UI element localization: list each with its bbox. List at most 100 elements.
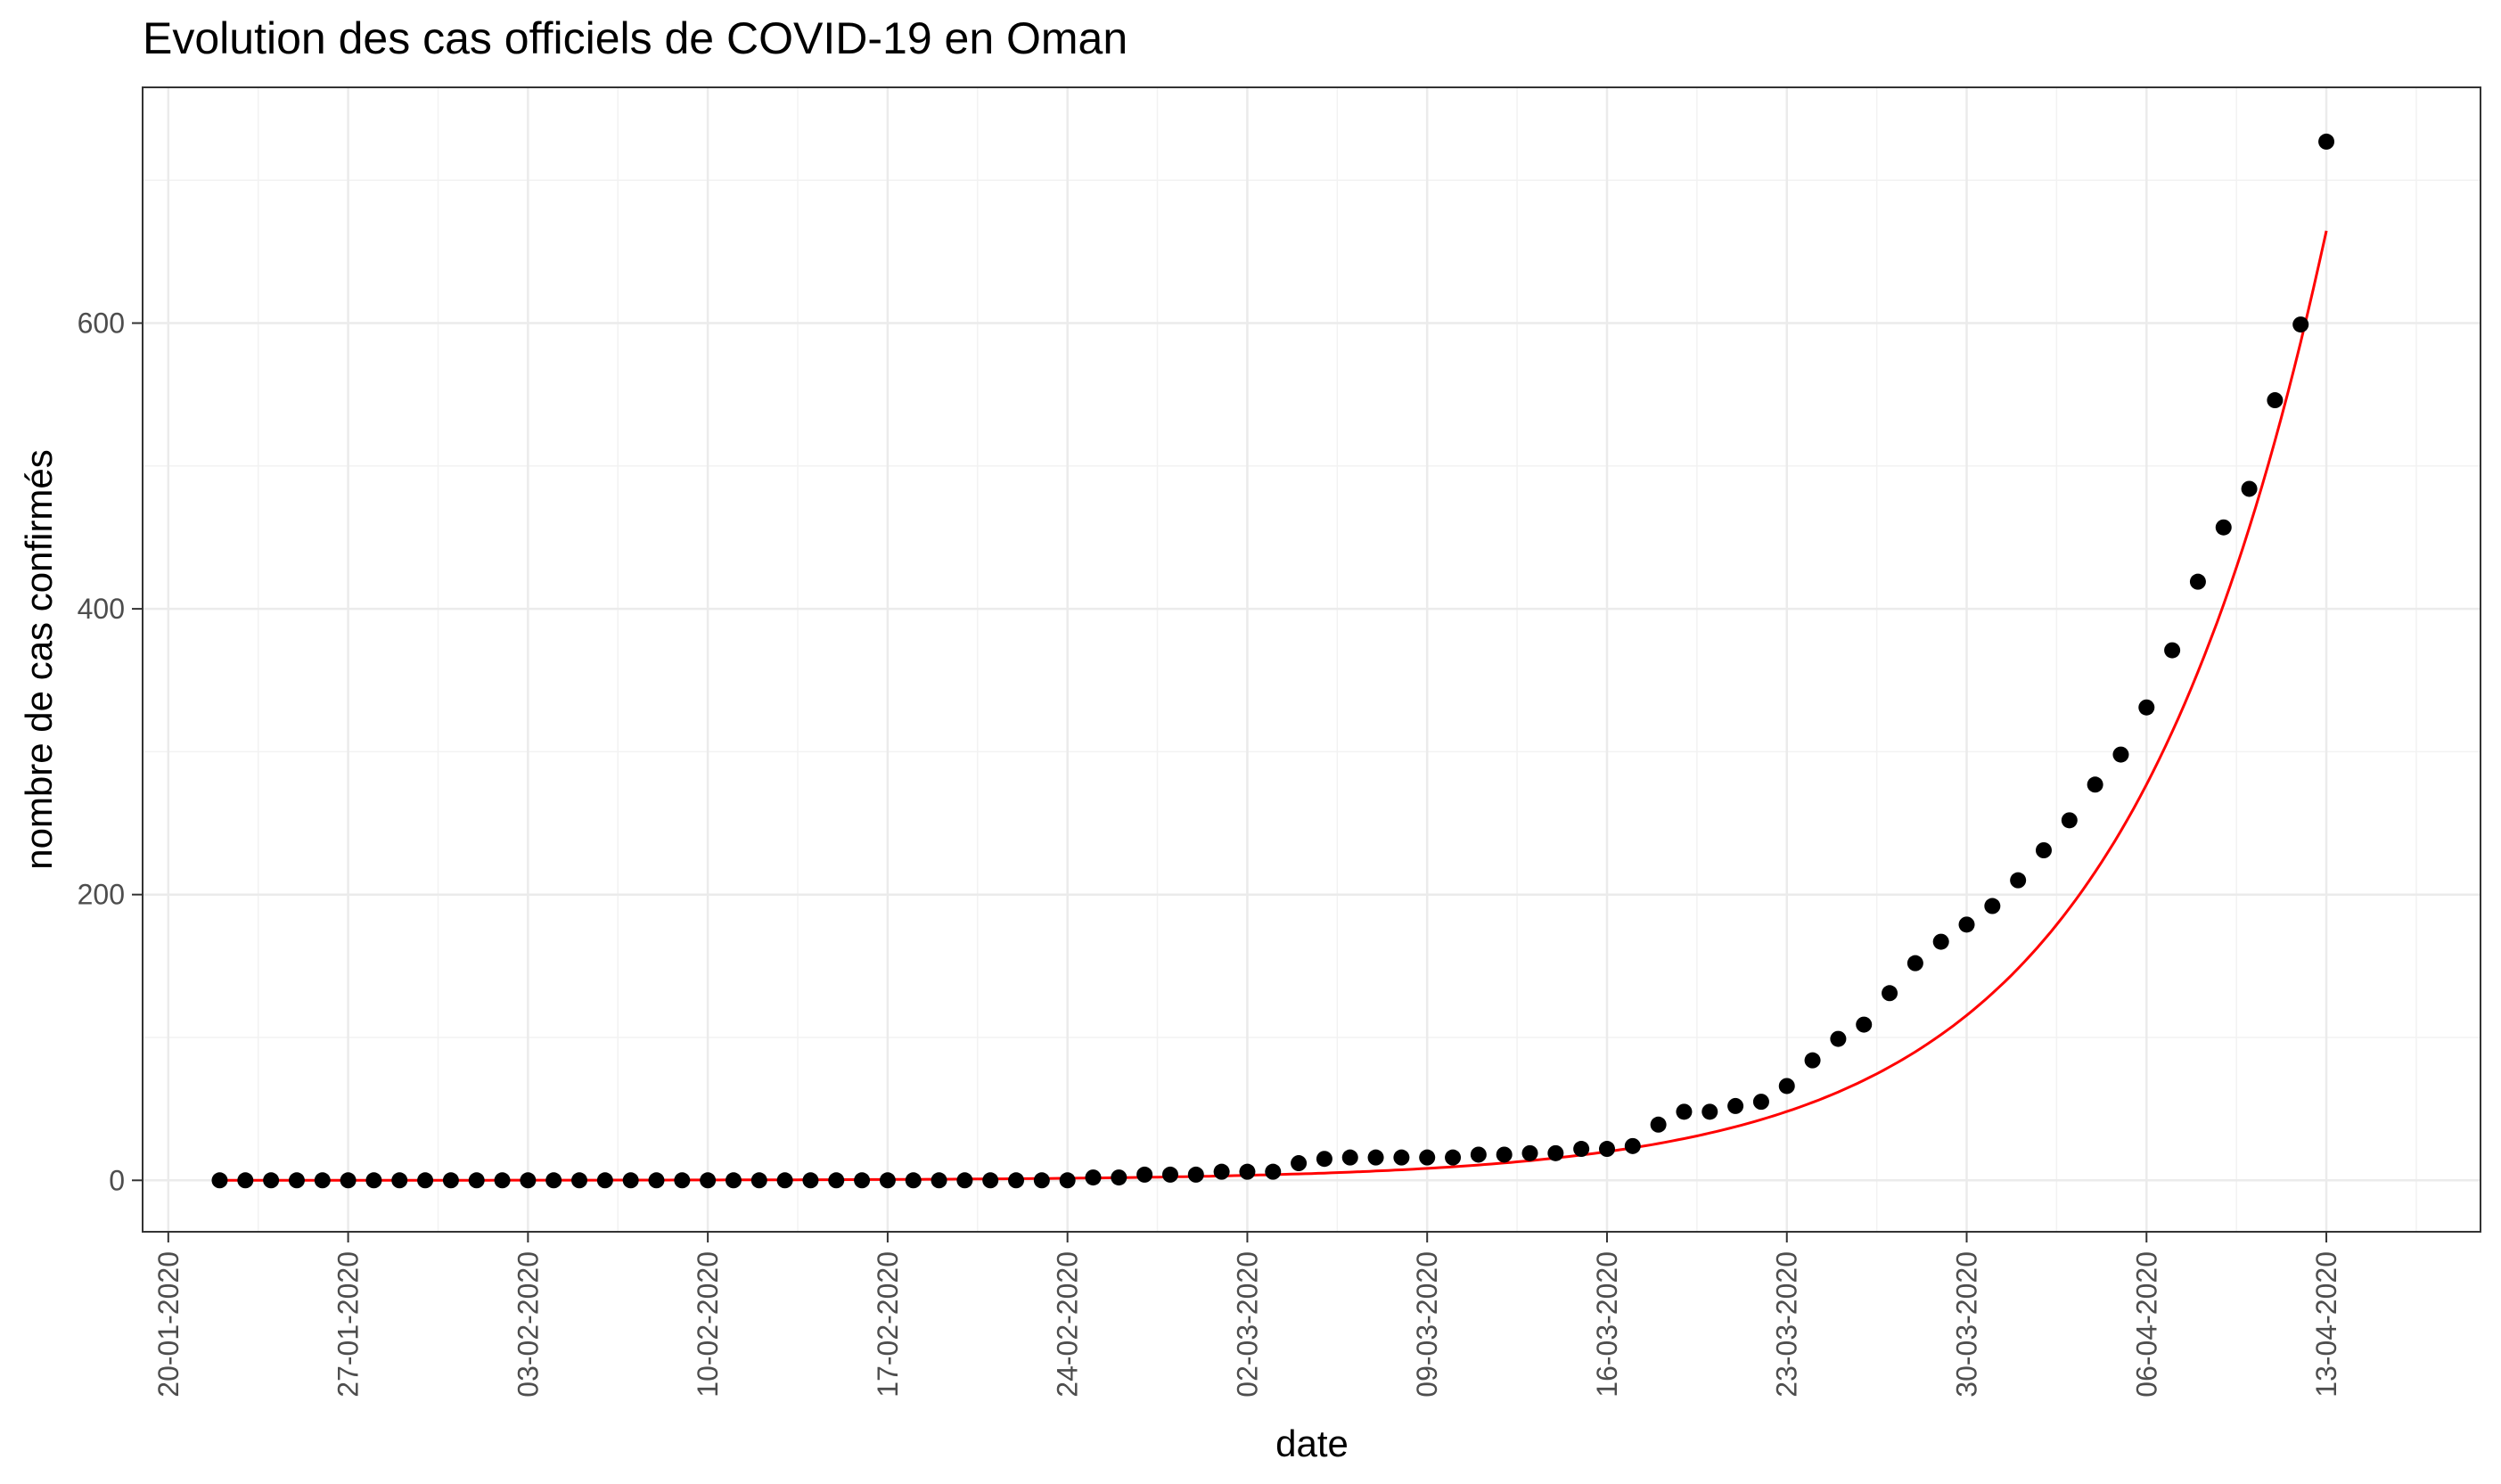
data-point — [1445, 1149, 1462, 1166]
x-tick-label: 23-03-2020 — [1771, 1251, 1803, 1398]
data-point — [1676, 1103, 1693, 1120]
data-point — [2112, 746, 2129, 763]
x-tick-label: 16-03-2020 — [1591, 1251, 1623, 1398]
grid-major — [143, 87, 2480, 1232]
data-point — [365, 1172, 382, 1189]
data-point — [1727, 1097, 1744, 1114]
data-point — [2035, 842, 2052, 858]
y-tick-label: 600 — [78, 307, 125, 339]
data-point — [1496, 1146, 1513, 1163]
data-point — [1367, 1149, 1384, 1166]
data-point — [571, 1172, 588, 1189]
x-tick-label: 24-02-2020 — [1052, 1251, 1084, 1398]
data-point — [750, 1172, 767, 1189]
data-point — [2292, 316, 2309, 333]
data-point — [802, 1172, 819, 1189]
data-point — [2010, 872, 2027, 889]
x-axis: 20-01-2020 27-01-2020 03-02-2020 10-02-2020… — [152, 1232, 2342, 1398]
data-point — [417, 1172, 434, 1189]
data-point — [854, 1172, 871, 1189]
data-point — [1932, 933, 1949, 950]
data-point — [982, 1172, 999, 1189]
data-point — [1906, 955, 1923, 972]
panel-border — [142, 86, 2481, 1233]
y-tick-label: 200 — [78, 879, 125, 911]
data-point — [1470, 1146, 1487, 1163]
data-point — [237, 1172, 254, 1189]
data-point — [1291, 1155, 1308, 1172]
x-tick-label: 20-01-2020 — [152, 1251, 184, 1398]
data-point — [956, 1172, 973, 1189]
data-point — [1085, 1169, 1102, 1186]
data-point — [1650, 1116, 1667, 1133]
x-tick-label: 02-03-2020 — [1231, 1251, 1263, 1398]
data-point — [2189, 573, 2206, 590]
data-point — [2318, 133, 2335, 150]
data-point — [2164, 642, 2181, 659]
data-point — [905, 1172, 922, 1189]
data-point — [776, 1172, 793, 1189]
data-point — [1341, 1149, 1358, 1166]
data-point — [520, 1172, 537, 1189]
x-tick-label: 03-02-2020 — [512, 1251, 544, 1398]
data-point — [1778, 1078, 1795, 1095]
data-point — [828, 1172, 845, 1189]
data-points-layer — [211, 133, 2335, 1189]
data-point — [1419, 1149, 1436, 1166]
x-tick-label: 10-02-2020 — [692, 1251, 724, 1398]
data-point — [1008, 1172, 1025, 1189]
data-point — [1239, 1163, 1256, 1180]
grid-minor — [143, 87, 2480, 1232]
x-tick-label: 09-03-2020 — [1411, 1251, 1443, 1398]
data-point — [545, 1172, 562, 1189]
data-point — [1265, 1163, 1282, 1180]
data-point — [2215, 519, 2232, 536]
x-tick-label: 30-03-2020 — [1951, 1251, 1983, 1398]
data-point — [442, 1172, 459, 1189]
y-axis: 0 200 400 600 — [78, 307, 143, 1196]
x-tick-label: 17-02-2020 — [872, 1251, 904, 1398]
data-point — [2061, 812, 2078, 829]
data-point — [1573, 1141, 1590, 1158]
data-point — [263, 1172, 280, 1189]
data-point — [340, 1172, 357, 1189]
data-point — [648, 1172, 665, 1189]
data-point — [2267, 392, 2284, 409]
data-point — [1624, 1137, 1641, 1154]
data-point — [725, 1172, 742, 1189]
x-tick-label: 27-01-2020 — [332, 1251, 365, 1398]
data-point — [1958, 916, 1975, 933]
data-point — [1830, 1030, 1847, 1047]
data-point — [674, 1172, 691, 1189]
data-point — [2087, 776, 2103, 793]
data-point — [1059, 1172, 1076, 1189]
data-point — [314, 1172, 331, 1189]
data-point — [288, 1172, 305, 1189]
data-point — [879, 1172, 896, 1189]
data-point — [700, 1172, 717, 1189]
data-point — [1521, 1144, 1538, 1161]
x-tick-label: 06-04-2020 — [2130, 1251, 2162, 1398]
data-point — [931, 1172, 947, 1189]
data-point — [1033, 1172, 1050, 1189]
data-point — [1984, 898, 2001, 914]
data-point — [1547, 1144, 1564, 1161]
data-point — [1804, 1052, 1821, 1069]
data-point — [391, 1172, 408, 1189]
data-point — [1187, 1166, 1204, 1183]
x-axis-title: date — [1275, 1423, 1349, 1464]
data-point — [1752, 1094, 1769, 1111]
data-point — [1598, 1141, 1615, 1158]
data-point — [1316, 1151, 1332, 1168]
y-axis-title: nombre de cas confirmés — [18, 449, 60, 870]
data-point — [1882, 985, 1898, 1002]
data-point — [1393, 1149, 1410, 1166]
data-point — [1702, 1103, 1718, 1120]
data-point — [2138, 699, 2155, 716]
data-point — [596, 1172, 613, 1189]
data-point — [1111, 1169, 1128, 1186]
data-point — [1136, 1166, 1153, 1183]
x-tick-label: 13-04-2020 — [2310, 1251, 2342, 1398]
data-point — [1856, 1016, 1873, 1033]
